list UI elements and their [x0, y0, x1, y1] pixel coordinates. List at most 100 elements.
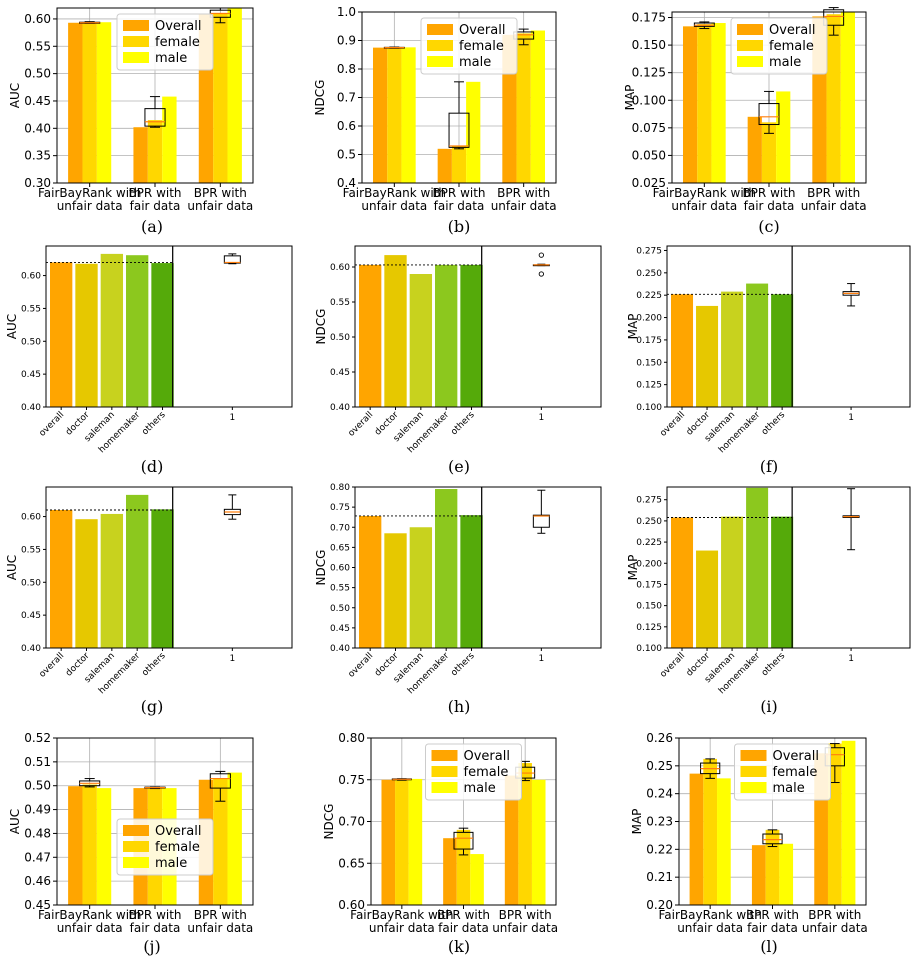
ytick-label: 0.150: [636, 358, 662, 368]
legend-swatch: [123, 841, 149, 852]
bar-overall: [671, 517, 694, 648]
ytick-label: 0.025: [632, 176, 666, 190]
xtick-label: fair data: [434, 199, 485, 213]
y-axis-label: NDCG: [314, 550, 328, 586]
ytick-label: 0.075: [632, 121, 666, 135]
ytick-label: 0.47: [24, 850, 51, 864]
bar-female: [395, 779, 409, 905]
xtick-label: 1: [229, 413, 235, 423]
ytick-label: 0.45: [21, 370, 41, 380]
bar-others: [460, 515, 483, 648]
bar-male: [470, 854, 484, 905]
xtick-label: overall: [38, 651, 67, 680]
panel-l: 0.20 0.21 0.22 0.23 0.24 0.25 0.26 FairBayRank …: [630, 731, 868, 956]
y-axis-label: MAP: [630, 809, 644, 835]
bar-female: [826, 14, 841, 183]
ytick-label: 0.65: [330, 543, 350, 553]
bar-doctor: [75, 519, 98, 648]
legend-swatch: [123, 857, 149, 868]
bar-others: [771, 294, 794, 407]
xtick-label: overall: [658, 410, 687, 439]
bar-overall: [437, 148, 452, 183]
y-axis-label: MAP: [626, 555, 640, 581]
ytick-label: 0.7: [337, 91, 356, 105]
legend-swatch: [740, 766, 767, 777]
ytick-label: 0.22: [646, 842, 673, 856]
xtick-label: unfair data: [491, 199, 557, 213]
legend-label: male: [769, 55, 801, 70]
ytick-label: 0.55: [330, 584, 350, 594]
ytick-label: 0.125: [632, 66, 666, 80]
xtick-label: 1: [848, 413, 854, 423]
ytick-label: 0.125: [636, 623, 662, 633]
bar-female: [697, 24, 712, 184]
legend-swatch: [431, 766, 458, 777]
bar-female: [516, 33, 531, 183]
y-axis-label: NDCG: [314, 309, 328, 345]
bar-doctor: [384, 533, 407, 648]
xtick-label: overall: [658, 651, 687, 680]
bar-overall: [50, 262, 73, 407]
ytick-label: 0.275: [636, 246, 662, 256]
xtick-label: overall: [347, 651, 376, 680]
bar-overall: [133, 127, 148, 183]
ytick-label: 0.80: [338, 731, 365, 745]
panel-i: 0.100 0.125 0.150 0.175 0.200 0.225 0.250 0.275…: [626, 486, 911, 716]
ytick-label: 0.26: [646, 731, 673, 745]
ytick-label: 0.100: [632, 93, 666, 107]
y-axis-label: MAP: [623, 85, 637, 111]
axes-frame-right: [791, 486, 911, 649]
bar-male: [408, 778, 423, 905]
xtick-label: FairBayRank with: [658, 908, 761, 922]
xtick-label: others: [760, 410, 788, 438]
ytick-label: 0.9: [337, 34, 356, 48]
legend-label: Overall: [459, 23, 505, 38]
ytick-label: 1.0: [337, 5, 356, 19]
axes-frame: [678, 737, 867, 906]
ytick-label: 0.250: [636, 269, 662, 279]
panel-f: 0.100 0.125 0.150 0.175 0.200 0.225 0.250 0.275…: [626, 245, 911, 476]
boxplot-outlier: [538, 271, 544, 277]
bar-male: [776, 91, 791, 183]
xtick-label: others: [140, 651, 168, 679]
bar-male: [401, 47, 416, 184]
legend-label: Overall: [155, 824, 201, 839]
xtick-label: unfair data: [492, 921, 558, 935]
axes-frame: [56, 7, 254, 184]
ytick-label: 0.050: [632, 148, 666, 162]
xtick-label: FairBayRank with: [350, 908, 453, 922]
y-axis-label: NDCG: [322, 804, 336, 840]
ytick-label: 0.65: [338, 856, 365, 870]
legend-swatch: [431, 782, 458, 793]
panel-caption: (k): [448, 937, 470, 956]
axes-frame: [370, 737, 557, 906]
panel-a: 0.30 0.35 0.40 0.45 0.50 0.55 0.60 FairBayRank …: [8, 7, 254, 236]
ytick-label: 0.49: [24, 803, 51, 817]
bar-overall: [68, 22, 83, 183]
bar-overall: [381, 779, 396, 905]
bar-others: [460, 264, 483, 407]
ytick-label: 0.50: [24, 779, 51, 793]
bar-female: [82, 784, 97, 905]
xtick-label: others: [449, 651, 477, 679]
bar-male: [162, 96, 177, 183]
boxplot-box: [453, 831, 474, 850]
xtick-label: 1: [848, 654, 854, 664]
ytick-label: 0.225: [636, 538, 662, 548]
bar-others: [151, 263, 174, 407]
legend-swatch: [740, 750, 767, 761]
bar-overall: [682, 26, 698, 184]
bar-male: [711, 23, 726, 183]
xtick-label: unfair data: [671, 199, 737, 213]
legend-label: female: [155, 35, 200, 50]
xtick-label: fair data: [438, 921, 489, 935]
ytick-label: 0.100: [636, 644, 662, 654]
ytick-label: 0.35: [24, 149, 51, 163]
legend-label: Overall: [464, 749, 510, 764]
xtick-label: BPR with: [499, 908, 552, 922]
bar-others: [151, 509, 174, 648]
bar-homemaker: [435, 264, 458, 407]
bar-female: [451, 145, 467, 183]
ytick-label: 0.60: [330, 564, 350, 574]
bar-female: [387, 47, 402, 183]
